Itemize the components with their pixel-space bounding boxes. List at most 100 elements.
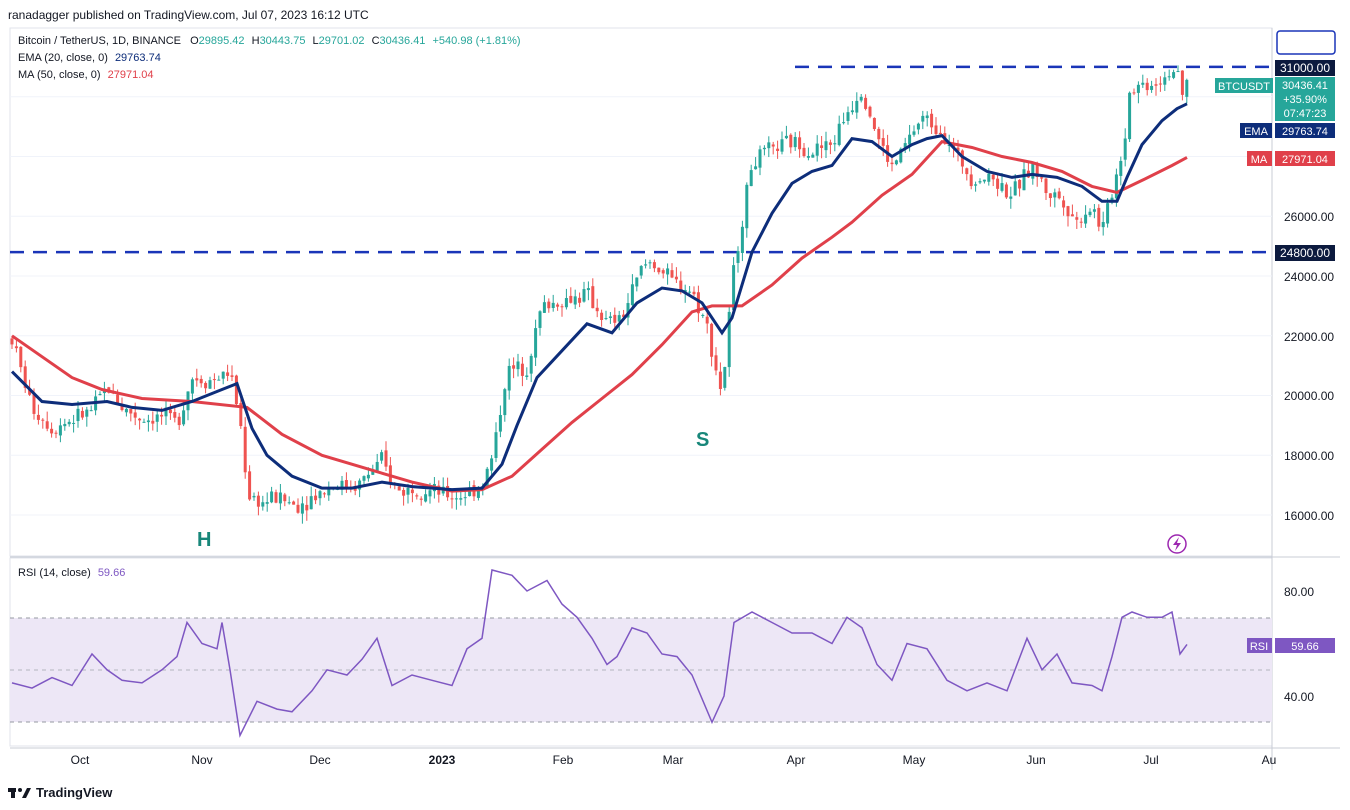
candle <box>428 482 432 504</box>
candle <box>696 285 700 322</box>
candle-body <box>608 316 612 319</box>
candle <box>1013 174 1017 196</box>
candle <box>450 488 454 509</box>
candle <box>490 455 494 476</box>
candle <box>1123 128 1127 167</box>
candle-body <box>45 421 49 429</box>
candle <box>538 310 542 336</box>
candle-body <box>1110 197 1114 203</box>
candle <box>767 136 771 158</box>
candle <box>921 110 925 130</box>
footer-brand[interactable]: TradingView <box>8 785 112 800</box>
candle <box>811 152 815 158</box>
candle-body <box>938 132 942 135</box>
candle <box>912 125 916 137</box>
candle <box>481 483 485 496</box>
candle <box>894 159 898 166</box>
candle <box>736 246 740 273</box>
candle <box>494 422 498 463</box>
candle-body <box>899 148 903 163</box>
candle-body <box>1031 163 1035 179</box>
svg-text:EMA: EMA <box>1244 126 1269 138</box>
candle <box>604 310 608 321</box>
candle-body <box>604 318 608 320</box>
candle-body <box>441 486 445 494</box>
candle <box>1176 65 1180 73</box>
candle-body <box>102 388 106 394</box>
candle-body <box>300 503 304 514</box>
candle-body <box>76 408 80 422</box>
candle <box>371 464 375 475</box>
candle <box>309 486 313 510</box>
candle-body <box>622 314 626 318</box>
time-axis: Oct Nov Dec 2023 Feb Mar Apr May Jun Jul… <box>71 753 1277 767</box>
time-label: Nov <box>191 753 212 767</box>
symbol-tag: BTCUSDT <box>1215 78 1273 93</box>
candle <box>107 386 111 394</box>
candle-body <box>696 292 700 314</box>
candle <box>683 284 687 303</box>
candle-body <box>740 226 744 254</box>
candle-body <box>450 498 454 500</box>
candle <box>353 481 357 496</box>
candle-body <box>380 452 384 461</box>
candle-body <box>217 379 221 381</box>
candle <box>670 263 674 279</box>
candle <box>1128 91 1132 143</box>
candle <box>943 126 947 145</box>
candle-body <box>393 483 397 485</box>
candle <box>960 149 964 174</box>
candle <box>208 376 212 389</box>
candle <box>1062 195 1066 216</box>
candle <box>644 259 648 269</box>
candle <box>1154 78 1158 96</box>
candle-body <box>428 490 432 497</box>
candle-body <box>494 432 498 458</box>
candle-body <box>50 428 54 434</box>
candle-body <box>1132 92 1136 94</box>
candle <box>393 482 397 490</box>
candle-body <box>463 497 467 499</box>
candle-body <box>1136 84 1140 93</box>
candle-body <box>736 251 740 263</box>
candle <box>930 109 934 135</box>
candle <box>85 406 89 427</box>
candle <box>270 486 274 504</box>
candle-body <box>705 316 709 324</box>
candle-body <box>542 302 546 313</box>
candle-body <box>1158 83 1162 85</box>
lightning-icon <box>1167 534 1187 554</box>
candle <box>542 295 546 313</box>
candle <box>424 489 428 503</box>
candle-body <box>833 143 837 145</box>
candle <box>674 267 678 284</box>
candle-body <box>617 315 621 322</box>
candle <box>723 366 727 391</box>
candle-body <box>780 139 784 152</box>
candle <box>397 483 401 491</box>
candle-body <box>811 154 815 158</box>
candle <box>622 309 626 319</box>
candle-body <box>94 396 98 411</box>
candle-body <box>798 137 802 150</box>
candle <box>630 274 634 307</box>
candle-body <box>133 412 137 418</box>
candle <box>789 133 793 154</box>
candle-body <box>930 113 934 128</box>
candle-body <box>1101 221 1105 228</box>
svg-text:29763.74: 29763.74 <box>1282 126 1328 138</box>
candle-body <box>362 476 366 481</box>
candle <box>1053 188 1057 208</box>
candle-body <box>173 411 177 418</box>
candle-body <box>969 174 973 187</box>
ma-legend-value: 27971.04 <box>107 69 154 81</box>
candle <box>564 288 568 310</box>
candle-body <box>714 355 718 371</box>
candle-body <box>806 156 810 158</box>
candle-body <box>58 425 62 436</box>
candle <box>657 267 661 275</box>
candle <box>837 115 841 147</box>
candle <box>560 303 564 317</box>
candle <box>516 353 520 377</box>
